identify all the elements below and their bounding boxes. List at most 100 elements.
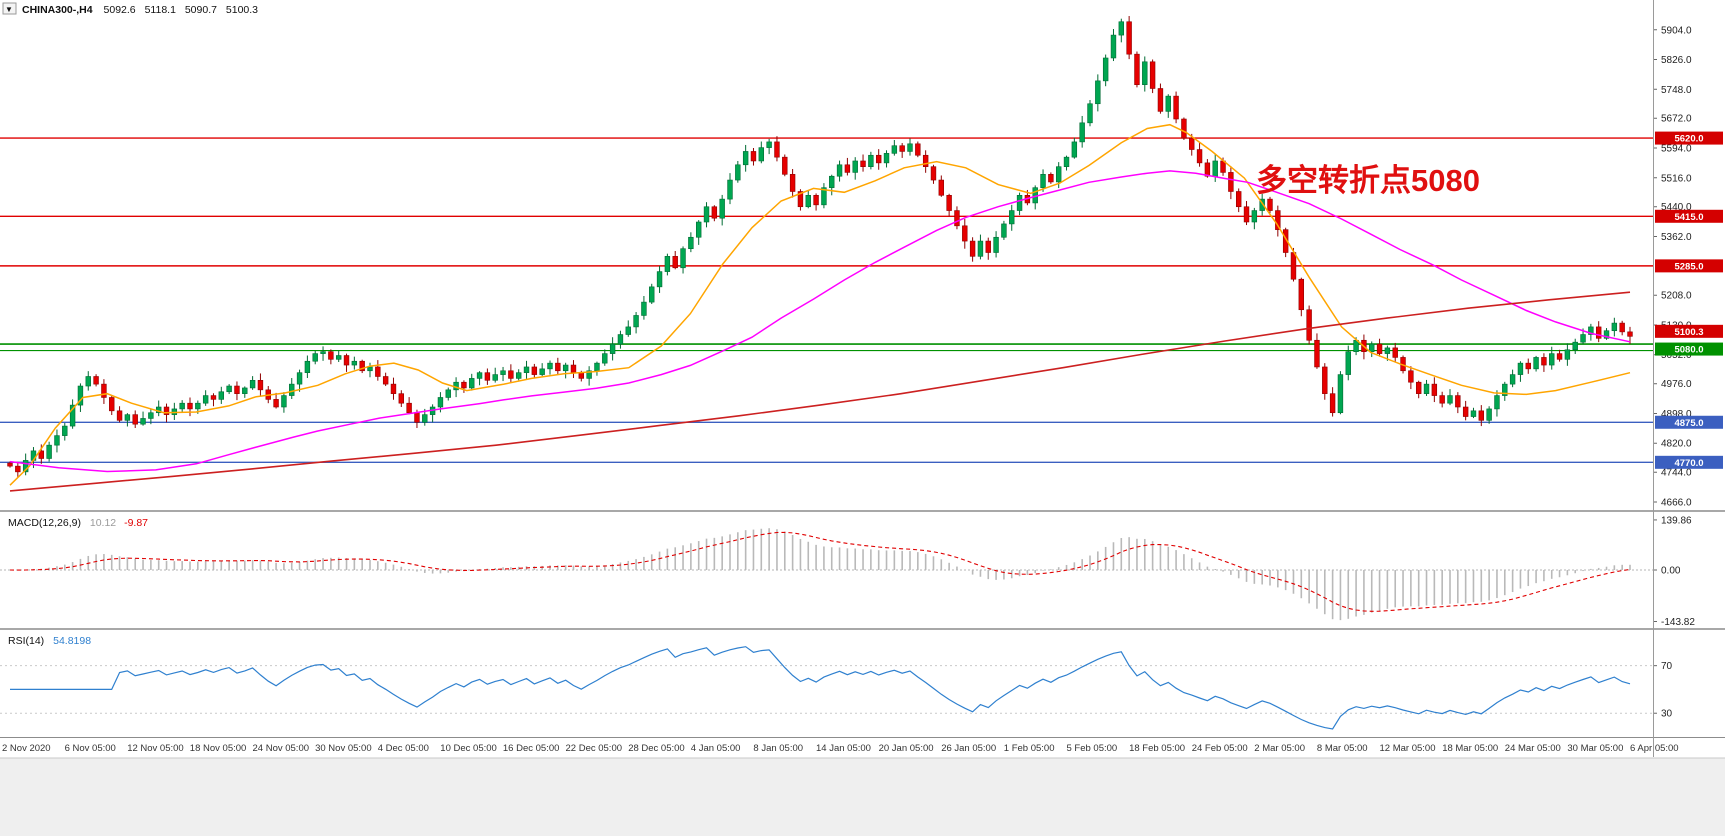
candle — [915, 143, 921, 156]
candle — [993, 236, 999, 253]
candle — [234, 385, 240, 394]
hlines-layer — [0, 137, 1653, 464]
candle — [1392, 347, 1398, 358]
time-axis-label: 5 Feb 05:00 — [1067, 743, 1118, 754]
candle — [1110, 34, 1117, 59]
candle — [562, 364, 569, 372]
rsi-panel[interactable]: 70 30 — [0, 646, 1673, 730]
candle — [774, 141, 780, 158]
macd-axis-label: -143.82 — [1661, 617, 1695, 628]
candle — [422, 414, 428, 423]
time-axis-label: 6 Nov 05:00 — [65, 743, 116, 754]
candle — [907, 143, 913, 152]
candle — [1275, 210, 1281, 230]
rsi-value: 54.8198 — [53, 635, 91, 647]
time-axis-label: 4 Dec 05:00 — [378, 743, 429, 754]
candle — [226, 385, 232, 393]
candle — [852, 160, 858, 173]
candle — [969, 240, 976, 257]
candle — [500, 370, 506, 375]
candle — [1228, 172, 1234, 192]
candle — [836, 164, 843, 177]
macd-title: MACD(12,26,9) — [8, 517, 81, 529]
candle — [1549, 353, 1555, 366]
chevron-down-icon: ▼ — [5, 5, 13, 14]
candle — [962, 225, 968, 242]
candle — [515, 372, 522, 379]
annotation-text: 多空转折点5080 — [1256, 163, 1480, 198]
candle — [555, 362, 561, 372]
candle — [782, 156, 788, 175]
macd-axis-label: 0.00 — [1661, 566, 1681, 577]
price-axis-label: 5672.0 — [1661, 114, 1692, 125]
time-axis-label: 14 Jan 05:00 — [816, 743, 871, 754]
symbol-ohlc-text: CHINA300-,H4 5092.6 5118.1 5090.7 5100.3 — [22, 4, 258, 16]
candle — [1556, 353, 1563, 360]
candle — [735, 164, 741, 181]
candle — [1322, 366, 1328, 394]
candle — [38, 450, 45, 459]
candle — [539, 368, 545, 375]
time-axis-label: 18 Feb 05:00 — [1129, 743, 1185, 754]
candle — [15, 465, 21, 473]
medium-ma-line — [9, 170, 1631, 473]
candle — [1126, 21, 1132, 55]
svg-text:5620.0: 5620.0 — [1674, 134, 1703, 145]
candle — [1462, 406, 1469, 417]
symbol-dropdown-button[interactable]: ▼ — [2, 2, 17, 15]
candle — [1314, 339, 1320, 368]
candle — [1345, 351, 1351, 375]
candle — [695, 221, 702, 238]
candle — [977, 240, 984, 257]
rsi-axis-label: 70 — [1661, 661, 1673, 672]
candle — [727, 179, 733, 200]
candle — [1603, 330, 1610, 339]
candle — [281, 395, 287, 408]
candle — [109, 397, 115, 412]
candle — [1376, 343, 1383, 354]
candle — [1181, 118, 1187, 139]
time-axis-label: 16 Dec 05:00 — [503, 743, 560, 754]
candle — [821, 187, 827, 206]
candle — [148, 412, 154, 419]
time-axis-label: 22 Dec 05:00 — [566, 743, 623, 754]
rsi-line — [10, 646, 1631, 730]
candle — [1235, 191, 1242, 208]
candle — [922, 154, 929, 167]
candle — [1142, 61, 1148, 85]
candle — [1588, 326, 1594, 335]
time-axis-label: 12 Mar 05:00 — [1380, 743, 1436, 754]
macd-main-value: 10.12 — [90, 517, 116, 529]
candle — [868, 154, 874, 167]
candle — [578, 372, 585, 379]
candle — [531, 366, 538, 375]
time-axis[interactable]: 2 Nov 2020 6 Nov 05:00 12 Nov 05:00 18 Nov … — [2, 743, 1679, 754]
candle — [875, 154, 882, 164]
candle — [672, 256, 678, 269]
candle — [680, 248, 686, 269]
candle — [1001, 223, 1007, 238]
candle — [492, 374, 498, 381]
candle — [860, 160, 866, 167]
candle — [1384, 347, 1391, 354]
price-axis-label: 5440.0 — [1661, 202, 1692, 213]
candle — [359, 360, 365, 372]
candle — [813, 195, 819, 206]
candle — [132, 414, 138, 425]
candle — [335, 355, 342, 360]
price-badge — [1655, 342, 1723, 356]
candle — [101, 383, 107, 398]
candle — [1329, 393, 1336, 414]
price-axis[interactable]: 5904.0 5826.0 5748.0 5672.0 5594.0 5516.0 5440… — [1653, 25, 1723, 508]
time-axis-label: 2 Nov 2020 — [2, 743, 51, 754]
time-axis-label: 20 Jan 05:00 — [879, 743, 934, 754]
candle — [1525, 362, 1531, 370]
candle — [1408, 370, 1414, 383]
macd-panel[interactable]: 139.86 0.00 -143.82 — [0, 515, 1695, 628]
candle — [711, 206, 718, 219]
macd-signal-value: -9.87 — [124, 517, 148, 529]
candle — [1212, 160, 1218, 177]
candle — [1369, 343, 1375, 352]
candle — [85, 376, 91, 387]
